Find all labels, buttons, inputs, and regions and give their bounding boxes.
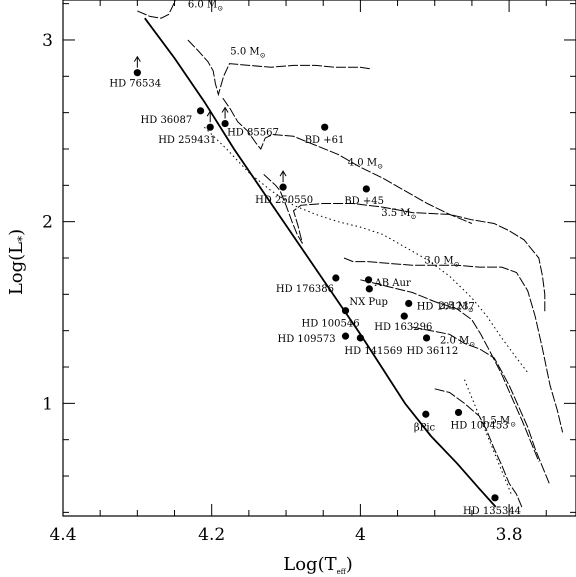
star-point xyxy=(400,312,408,320)
y-axis-title: Log(L*) xyxy=(6,229,29,295)
track-line xyxy=(360,279,540,462)
lower-limit-arrowhead xyxy=(279,170,287,177)
star-label: HD 100546 xyxy=(302,319,360,330)
star-point xyxy=(221,119,229,128)
lower-limit-arrowhead xyxy=(206,110,214,117)
track-line xyxy=(187,39,372,97)
y-tick-label: 1 xyxy=(42,394,53,414)
track-label: 3.0 M⊙ xyxy=(424,255,459,268)
lower-limit-arrowhead xyxy=(133,55,141,62)
axis-ticks: 4.4 4.2 4 3.8 1 2 3 xyxy=(42,0,576,545)
track-label: 4.0 M⊙ xyxy=(348,157,383,170)
star-point xyxy=(362,185,370,193)
star-point xyxy=(279,183,287,191)
star-point xyxy=(454,408,463,417)
track-label: 1.5 M⊙ xyxy=(481,415,516,428)
star-point xyxy=(206,123,214,131)
track-line xyxy=(412,326,550,484)
star-point xyxy=(356,334,364,342)
star-label: HD 104237 xyxy=(417,301,475,312)
star-label: BD +45 xyxy=(344,196,384,207)
star-point xyxy=(422,410,430,418)
isochrones xyxy=(203,126,529,495)
star-label: AB Aur xyxy=(374,278,411,289)
track-line xyxy=(263,174,546,313)
star-points: HD 76534 HD 36087 HD 259431 HD 85567 BD +61 H… xyxy=(109,55,521,517)
star-label: HD 259431 xyxy=(158,135,216,146)
track-line xyxy=(222,97,473,224)
track-label: 5.0 M⊙ xyxy=(230,47,265,60)
star-label: HD 109573 xyxy=(278,334,336,345)
star-point xyxy=(422,334,431,342)
track-line xyxy=(137,0,176,19)
star-label: HD 141569 xyxy=(344,346,402,357)
star-label: HD 135344 xyxy=(463,506,521,517)
star-label: HD 85567 xyxy=(227,128,279,139)
star-label: HD 163296 xyxy=(374,322,432,333)
lower-limit-arrowhead xyxy=(221,106,229,113)
star-label: HD 100453 xyxy=(451,420,509,431)
track-label: 2.0 M⊙ xyxy=(440,335,475,348)
star-point xyxy=(405,299,413,308)
star-label: HD 36112 xyxy=(407,346,459,357)
isochrone-line xyxy=(203,126,529,373)
star-point xyxy=(491,494,499,502)
star-point xyxy=(341,307,350,315)
x-tick-label: 4.2 xyxy=(198,525,225,545)
track-label: 2.5 M⊙ xyxy=(438,301,473,314)
y-tick-label: 2 xyxy=(42,213,53,233)
isochrone-line xyxy=(464,379,512,495)
star-point xyxy=(341,332,350,340)
star-label: HD 250550 xyxy=(255,195,313,206)
star-point xyxy=(321,123,329,131)
star-label: HD 36087 xyxy=(141,115,193,126)
zero-age-main-sequence xyxy=(144,17,497,508)
star-point xyxy=(332,274,340,282)
plot-frame xyxy=(62,0,576,517)
star-label: HD 76534 xyxy=(109,79,161,90)
star-label: NX Pup xyxy=(349,297,388,308)
y-tick-label: 3 xyxy=(42,31,53,51)
x-tick-label: 4 xyxy=(355,525,366,545)
zams-line xyxy=(144,17,497,508)
star-point xyxy=(364,276,373,284)
track-label: 6.0 M⊙ xyxy=(188,0,223,12)
x-axis-title: Log(Teff) xyxy=(283,554,353,576)
star-point xyxy=(133,69,141,77)
x-tick-label: 3.8 xyxy=(496,525,523,545)
evolutionary-tracks: 6.0 M⊙ 5.0 M⊙ 4.0 M⊙ 3.5 M⊙ 3.0 M⊙ 2.5 M⊙ 2.0 … xyxy=(137,0,564,509)
track-label: 3.5 M⊙ xyxy=(381,208,416,221)
star-label: βPic xyxy=(414,422,436,433)
star-label: HD 176386 xyxy=(276,284,334,295)
star-point xyxy=(196,107,205,115)
x-tick-label: 4.4 xyxy=(49,525,76,545)
star-point xyxy=(365,285,373,293)
track-line xyxy=(343,257,564,433)
star-label: BD +61 xyxy=(305,135,345,146)
track-line xyxy=(434,388,523,509)
